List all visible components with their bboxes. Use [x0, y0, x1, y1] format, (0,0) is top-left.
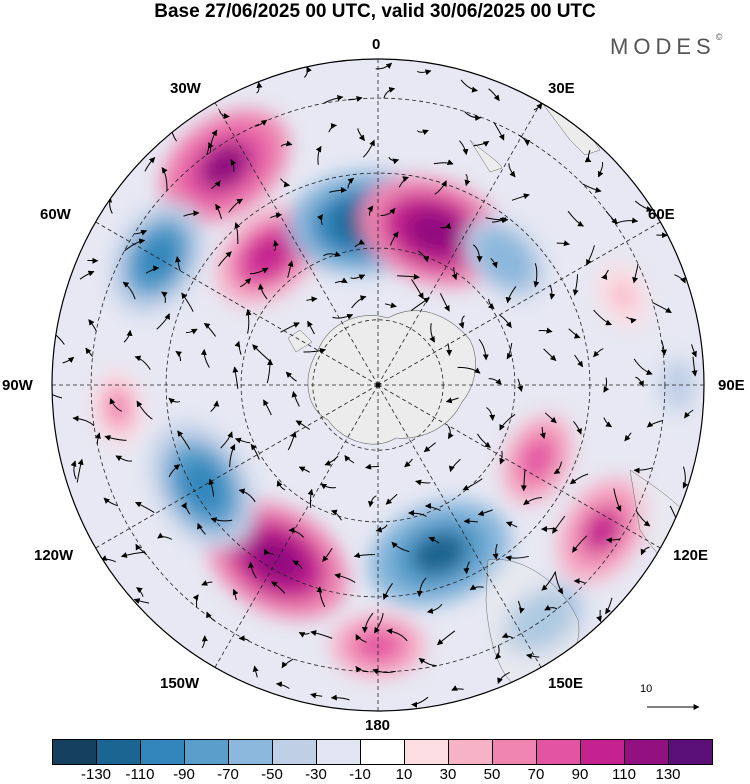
colorbar-swatch — [668, 740, 712, 764]
lon-label-30w: 30W — [170, 80, 201, 97]
colorbar — [52, 739, 713, 765]
colorbar-swatch — [96, 740, 140, 764]
lon-label-120w: 120W — [34, 547, 73, 564]
anomaly-core — [667, 370, 688, 399]
colorbar-swatch — [536, 740, 580, 764]
colorbar-tick-label: -50 — [261, 766, 283, 783]
colorbar-swatch — [140, 740, 184, 764]
colorbar-swatch — [184, 740, 228, 764]
lon-label-90w: 90W — [2, 377, 33, 394]
wind-arrow — [600, 610, 601, 622]
colorbar-tick-label: -130 — [81, 766, 111, 783]
colorbar-tick-label: 10 — [396, 766, 413, 783]
colorbar-tick-label: 70 — [528, 766, 545, 783]
lon-label-60e: 60E — [648, 206, 675, 223]
south-pole-marker — [376, 383, 381, 388]
reference-vector-arrow — [645, 700, 705, 714]
colorbar-swatch — [272, 740, 316, 764]
lon-label-60w: 60W — [40, 206, 71, 223]
colorbar-tick-label: -30 — [305, 766, 327, 783]
colorbar-tick-label: 30 — [440, 766, 457, 783]
map-disc — [40, 50, 720, 730]
colorbar-tick-label: -90 — [173, 766, 195, 783]
colorbar-tick-label: -10 — [349, 766, 371, 783]
colorbar-tick-label: 90 — [572, 766, 589, 783]
colorbar-swatch — [316, 740, 360, 764]
lon-label-150e: 150E — [548, 675, 583, 692]
colorbar-swatch — [624, 740, 668, 764]
colorbar-tick-label: 110 — [612, 766, 636, 783]
colorbar-swatch — [228, 740, 272, 764]
colorbar-tick-label: -110 — [126, 766, 155, 783]
lon-label-0: 0 — [372, 36, 380, 53]
colorbar-swatch — [360, 740, 404, 764]
reference-vector-label: 10 — [640, 683, 652, 695]
colorbar-tick-label: 130 — [655, 766, 680, 783]
lon-label-30e: 30E — [548, 80, 575, 97]
colorbar-swatch — [580, 740, 624, 764]
lon-label-120e: 120E — [673, 547, 708, 564]
colorbar-swatch — [53, 740, 96, 764]
lon-label-150w: 150W — [160, 675, 199, 692]
colorbar-swatch — [492, 740, 536, 764]
colorbar-swatch — [448, 740, 492, 764]
colorbar-tick-label: -70 — [217, 766, 239, 783]
colorbar-tick-label: 50 — [484, 766, 501, 783]
colorbar-swatch — [404, 740, 448, 764]
colorbar-ticks: -130 -110 -90 -70 -50 -30 -10 10 30 50 70 90 110 130 — [0, 766, 750, 784]
lon-label-180: 180 — [365, 717, 390, 734]
lon-label-90e: 90E — [718, 377, 745, 394]
